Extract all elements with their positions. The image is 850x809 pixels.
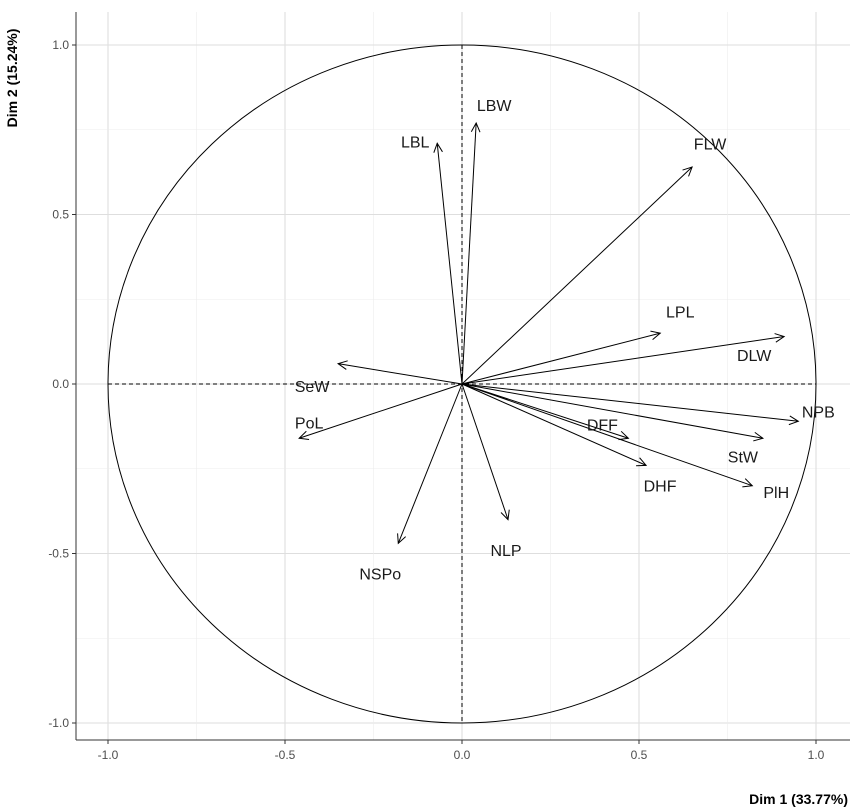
- y-axis-title: Dim 2 (15.24%): [4, 29, 20, 128]
- variable-label-nlp: NLP: [490, 543, 521, 560]
- arrowhead-stw: [753, 431, 765, 442]
- variable-label-dlw: DLW: [737, 348, 772, 365]
- variable-label-stw: StW: [728, 449, 759, 466]
- arrow-nspo: [397, 383, 463, 544]
- arrowhead-dhf: [636, 457, 648, 467]
- variable-label-dff: DFF: [587, 417, 618, 434]
- variable-label-lbl: LBL: [401, 135, 430, 152]
- variable-label-sew: SeW: [295, 379, 331, 396]
- arrow-dlw: [461, 336, 785, 385]
- variable-label-lbw: LBW: [477, 98, 513, 115]
- arrowhead-npb: [788, 415, 800, 426]
- x-tick-label: -0.5: [275, 748, 296, 762]
- x-axis-title: Dim 1 (33.77%): [749, 791, 848, 807]
- arrowhead-dlw: [774, 333, 786, 343]
- y-tick-label: 0.5: [52, 208, 69, 222]
- arrow-npb: [461, 383, 799, 422]
- arrow-nlp: [461, 383, 509, 520]
- arrow-sew: [338, 363, 463, 385]
- arrowhead-sew: [336, 360, 348, 370]
- arrowhead-nlp: [500, 509, 510, 521]
- y-tick-label: 1.0: [52, 38, 69, 52]
- y-tick-label: -0.5: [48, 547, 69, 561]
- arrowhead-pol: [298, 430, 310, 441]
- variable-label-nspo: NSPo: [359, 567, 401, 584]
- arrow-lpl: [461, 332, 661, 385]
- x-tick-label: 0.0: [454, 748, 471, 762]
- variable-labels: LBW LBL FLW LPL DLW NPB StW PlH DFF DHF NLP NSPo PoL…: [295, 98, 835, 583]
- variable-label-lpl: LPL: [666, 304, 695, 321]
- tick-labels: -1.0 -0.5 0.0 0.5 1.0 -1.0 -0.5 0.0 0.5 1.0: [48, 38, 824, 762]
- variable-label-flw: FLW: [694, 136, 727, 153]
- plot-panel: [76, 12, 850, 740]
- arrow-flw: [461, 166, 693, 385]
- y-tick-label: 0.0: [52, 377, 69, 391]
- arrow-dff: [461, 383, 629, 439]
- arrow-dhf: [461, 383, 647, 466]
- variable-label-npb: NPB: [802, 405, 835, 422]
- variable-arrows: [298, 121, 800, 545]
- arrowhead-dff: [618, 430, 630, 441]
- x-tick-label: -1.0: [98, 748, 119, 762]
- arrowhead-plh: [742, 478, 754, 488]
- variable-label-plh: PlH: [763, 485, 789, 502]
- arrow-pol: [299, 383, 463, 439]
- arrow-lbl: [436, 143, 463, 385]
- variable-label-pol: PoL: [295, 415, 324, 432]
- arrowhead-lpl: [650, 330, 662, 340]
- arrow-stw: [461, 383, 763, 439]
- x-tick-label: 1.0: [808, 748, 825, 762]
- arrow-lbw: [461, 122, 477, 385]
- arrowhead-nspo: [397, 533, 406, 545]
- arrowhead-lbw: [470, 121, 481, 133]
- x-tick-label: 0.5: [631, 748, 648, 762]
- y-tick-label: -1.0: [48, 716, 69, 730]
- variable-label-dhf: DHF: [644, 479, 677, 496]
- arrowhead-flw: [682, 166, 693, 177]
- arrow-plh: [461, 383, 753, 487]
- arrowhead-lbl: [433, 142, 443, 153]
- axes: [72, 12, 850, 744]
